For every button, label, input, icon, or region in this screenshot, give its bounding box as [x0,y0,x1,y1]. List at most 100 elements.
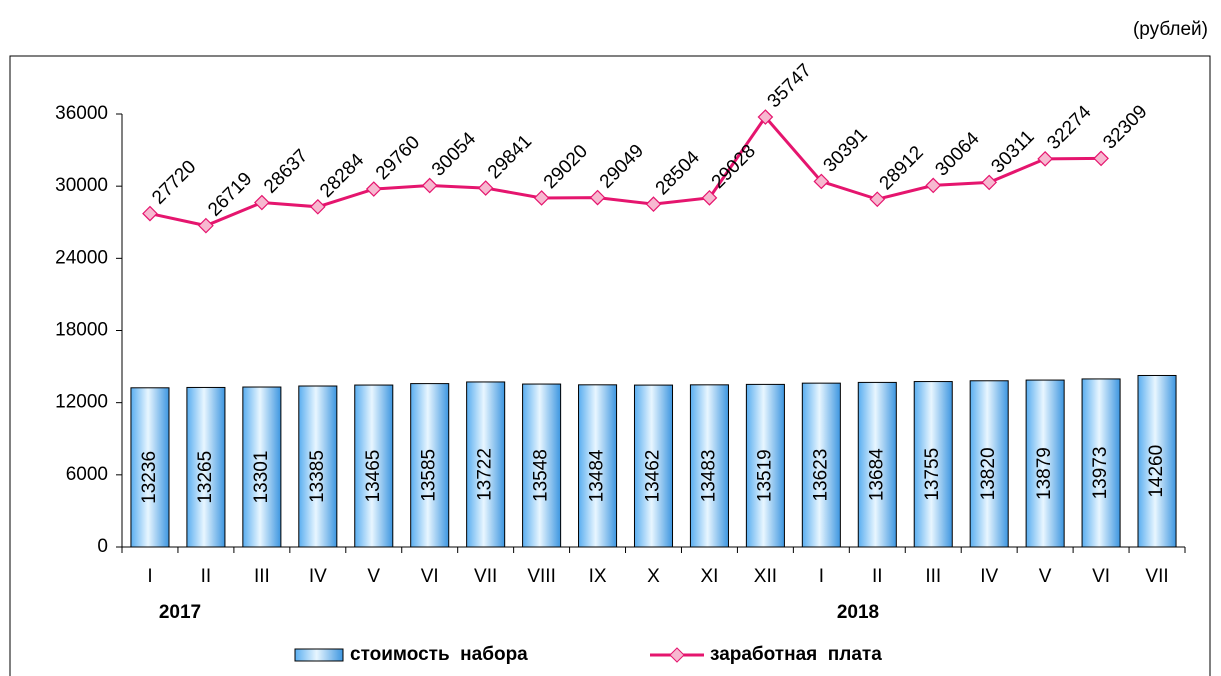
x-tick-label: I [819,566,824,587]
point-label: 28504 [652,147,705,200]
marker [645,196,662,213]
x-tick-label: XI [700,566,718,587]
bar [913,381,953,548]
point-label: 28637 [260,145,312,197]
bar-label: 14260 [1146,445,1167,498]
point-label: 29020 [540,141,592,193]
x-tick-label: VIII [527,566,556,587]
x-tick-label: VI [421,566,439,587]
point-label: 29028 [708,141,760,193]
bar-label: 13385 [307,450,328,503]
bar-label: 13548 [531,449,552,502]
bar-label: 13973 [1090,447,1111,500]
x-tick-label: IV [309,566,327,587]
bar-label: 13265 [195,451,216,504]
x-tick-label: VII [474,566,497,587]
bar [522,383,562,548]
unit-label: (рублей) [1133,19,1208,40]
y-tick-label: 0 [97,536,108,557]
bar-label: 13755 [922,448,943,501]
x-tick-label: VII [1145,566,1168,587]
x-tick-label: XII [754,566,777,587]
legend-label: заработная плата [710,644,882,665]
marker [1093,150,1109,167]
bar-label: 13483 [698,449,719,502]
bar [801,382,841,548]
bar [1025,379,1065,548]
bar-label: 13301 [251,451,272,504]
bar-label: 13236 [139,451,160,504]
marker [198,217,214,234]
bar [186,386,226,548]
y-tick-label: 36000 [55,103,108,124]
legend-marker [669,647,685,663]
x-tick-label: V [1039,566,1052,587]
point-label: 27720 [148,156,200,208]
bar [354,384,394,548]
bar [410,383,450,548]
bar-label: 13820 [978,447,999,500]
point-label: 29841 [484,131,536,183]
marker [142,205,158,222]
marker [533,190,550,206]
bar-label: 13585 [419,449,440,502]
x-tick-label: VI [1092,566,1110,587]
point-label: 30054 [428,128,481,181]
marker [421,177,438,194]
marker [1037,150,1053,167]
marker [757,109,774,125]
bar-label: 13879 [1034,447,1055,500]
marker [477,180,494,196]
x-tick-label: III [925,566,941,587]
point-label: 32274 [1043,101,1096,154]
x-tick-label: I [147,566,152,587]
point-label: 30311 [987,126,1038,177]
point-label: 35747 [764,60,816,112]
year-label: 2018 [837,602,879,623]
point-label: 26719 [204,168,256,220]
x-tick-label: II [872,566,883,587]
y-tick-label: 18000 [55,320,108,341]
x-tick-label: II [201,566,212,587]
marker [925,177,942,194]
line [149,114,1102,228]
legend-label: стоимость набора [350,644,528,665]
y-tick-label: 30000 [55,175,108,196]
legend-swatch [294,648,344,662]
bar [689,384,729,548]
bar-label: 13462 [643,450,664,503]
bar [130,387,170,548]
frame [9,55,1211,676]
bar [578,384,618,548]
bar [1081,378,1121,548]
marker [309,198,326,215]
bar-label: 13722 [475,448,496,501]
bar [633,384,674,548]
marker [365,181,382,197]
bar [242,386,282,548]
point-label: 28912 [876,142,928,194]
y-tick-label: 24000 [55,247,108,268]
bar [298,385,338,548]
marker [254,194,270,211]
point-label: 29049 [596,140,648,192]
bar [745,383,785,548]
marker [869,191,886,208]
point-label: 30064 [931,128,984,181]
marker [589,189,606,206]
y-tick-label: 6000 [66,464,108,485]
point-label: 29760 [372,132,424,184]
y-tick-label: 12000 [55,392,108,413]
year-label: 2017 [159,602,201,623]
bar [857,381,897,548]
bar [969,380,1009,548]
bar-label: 13519 [754,449,775,502]
x-tick-label: V [367,566,380,587]
point-label: 30391 [820,124,872,176]
bar-label: 13484 [587,449,608,502]
marker [701,190,718,206]
point-label: 32309 [1099,101,1151,153]
x-tick-label: IV [980,566,998,587]
